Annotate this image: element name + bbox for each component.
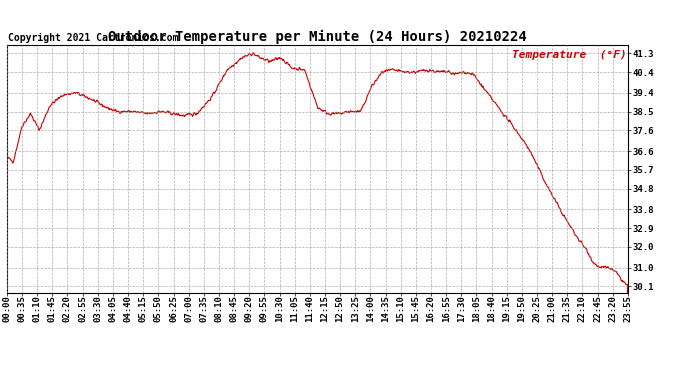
Text: Copyright 2021 Cartronics.com: Copyright 2021 Cartronics.com (8, 33, 179, 42)
Text: Temperature  (°F): Temperature (°F) (512, 50, 627, 60)
Title: Outdoor Temperature per Minute (24 Hours) 20210224: Outdoor Temperature per Minute (24 Hours… (108, 30, 526, 44)
